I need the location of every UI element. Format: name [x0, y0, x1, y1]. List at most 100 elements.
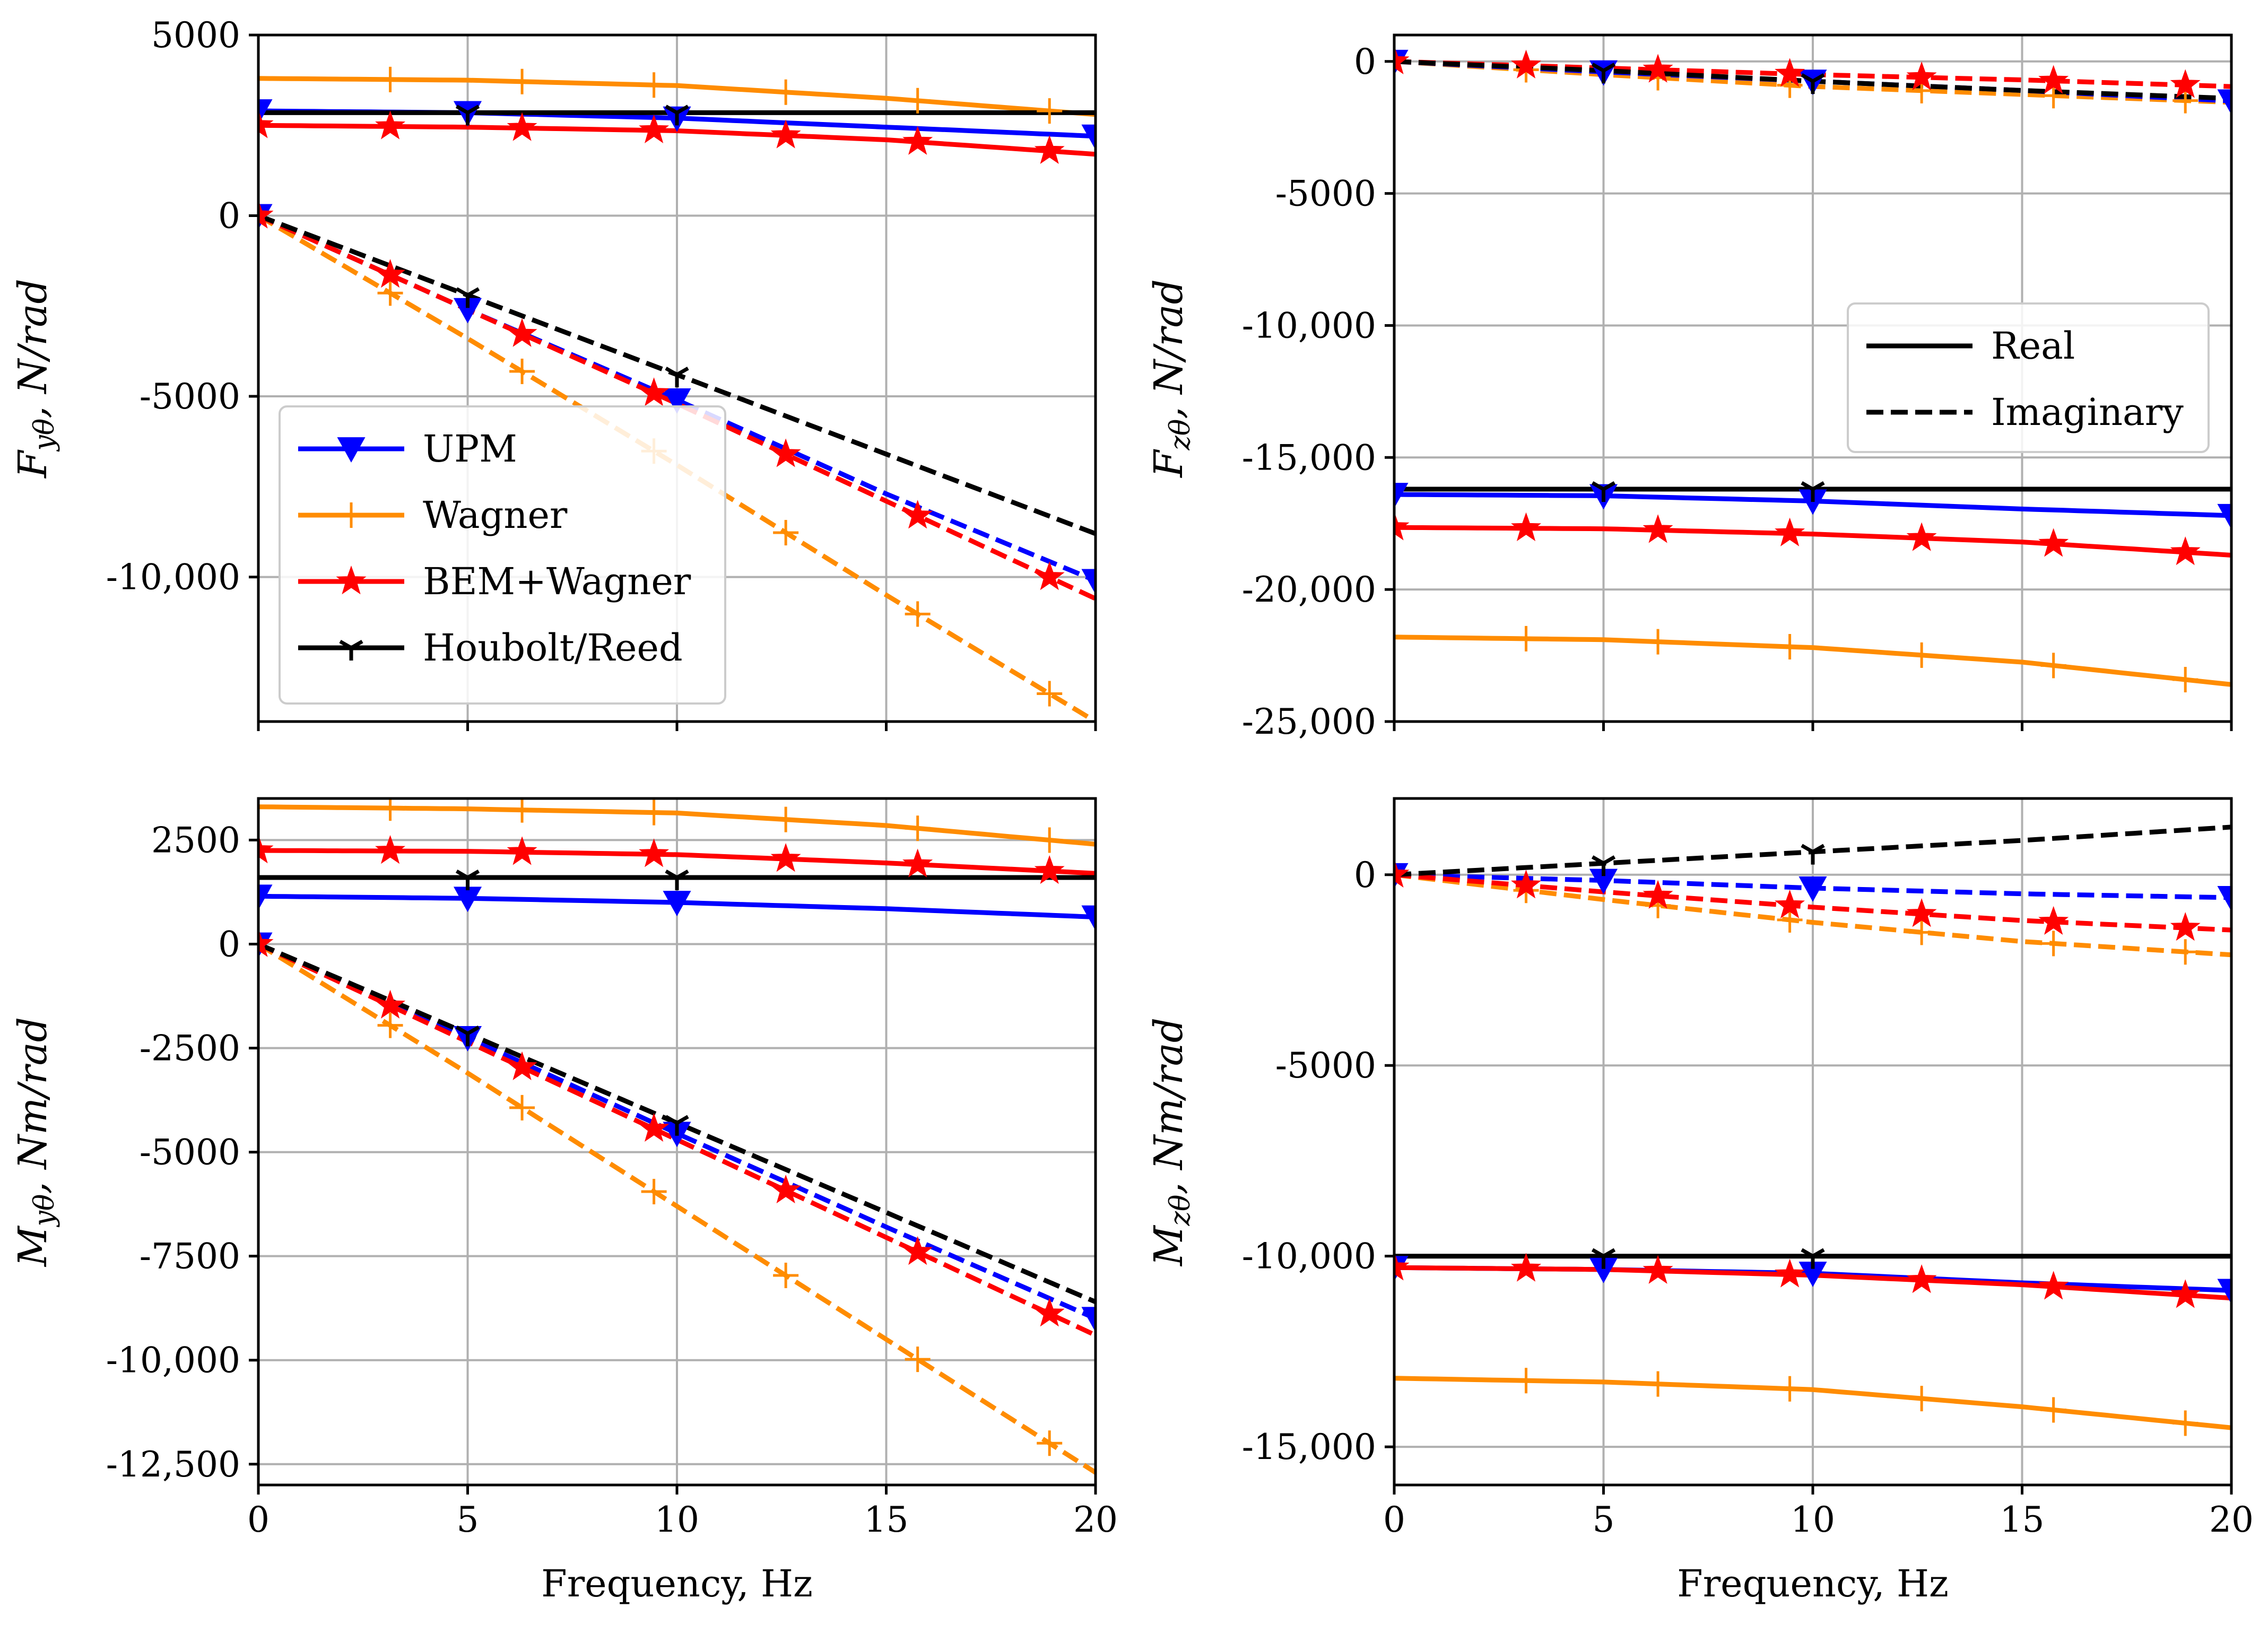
data-point-bem-wagner-imaginary [375, 259, 406, 288]
data-point-houbolt-reed-real [1801, 481, 1825, 502]
data-point-bem-wagner-real [375, 835, 406, 864]
legend-label: Wagner [423, 493, 568, 537]
data-point-bem-wagner-imaginary [1394, 45, 1410, 75]
data-point-wagner-real [2173, 1410, 2199, 1436]
data-point-houbolt-reed-real [1591, 1248, 1616, 1269]
legend-label: UPM [423, 427, 517, 471]
data-point-wagner-real [905, 815, 931, 841]
data-point-wagner-imaginary [2173, 88, 2199, 114]
chart-panel-top-right: 0 -5000 -10,000 -15,000 -20,000 -25,000 Fzθ, N… [1146, 33, 2233, 742]
legend-box [279, 405, 726, 705]
data-point-wagner-real [1513, 626, 1539, 652]
y-axis-title-unit: , N/rad [1146, 279, 1192, 419]
y-tick-label: -25,000 [1242, 701, 1376, 742]
data-point-wagner-real [773, 79, 799, 105]
data-point-bem-wagner-imaginary [1034, 1298, 1065, 1327]
data-point-upm-real [1081, 905, 1096, 931]
y-axis-title: Fyθ, N/rad [10, 279, 60, 479]
data-point-wagner-real [377, 66, 403, 92]
legend: UPM Wagner BEM+Wagner Houbolt/Reed [279, 405, 726, 705]
data-point-wagner-imaginary [377, 280, 403, 306]
legend: Real Imaginary [1847, 302, 2210, 453]
data-point-houbolt-reed-imaginary [1801, 844, 1825, 865]
data-point-wagner-real [1777, 634, 1803, 659]
data-point-houbolt-reed-real [1801, 1248, 1825, 1269]
data-point-wagner-imaginary [905, 601, 931, 627]
series-group [258, 66, 1096, 722]
data-point-bem-wagner-real [639, 114, 670, 143]
data-point-houbolt-reed-real [665, 105, 689, 126]
data-point-bem-wagner-real [770, 843, 801, 872]
data-point-upm-real [2217, 503, 2231, 529]
data-point-wagner-real [2173, 667, 2199, 693]
x-tick-label: 20 [2209, 1499, 2254, 1540]
legend-label: Imaginary [1991, 390, 2184, 434]
y-axis: 0 -5000 -10,000 -15,000 [1242, 855, 1394, 1467]
x-tick-label: 0 [247, 1499, 270, 1540]
data-point-wagner-real [905, 88, 931, 114]
data-point-bem-wagner-imaginary [1643, 54, 1673, 83]
x-tick-label: 15 [864, 1499, 909, 1540]
data-point-bem-wagner-real [2038, 528, 2069, 557]
data-point-upm-real [663, 891, 691, 916]
y-tick-label: 2500 [151, 820, 240, 861]
data-point-wagner-real [1645, 629, 1671, 655]
data-point-bem-wagner-real [258, 835, 274, 864]
chart-panel-top-left: 5000 0 -5000 -10,000 Fyθ, N/rad UPM Wagner BEM+… [10, 15, 1097, 731]
data-point-bem-wagner-imaginary [2170, 69, 2201, 98]
data-point-houbolt-reed-imaginary [665, 367, 689, 388]
series-line-wagner-imaginary [258, 942, 1096, 1475]
data-point-wagner-imaginary [773, 1263, 799, 1289]
data-point-bem-wagner-imaginary [902, 1236, 933, 1265]
y-tick-label: -7500 [140, 1236, 240, 1277]
series-line-bem-wagner-imaginary [258, 942, 1096, 1337]
chart-panel-bottom-right: 0 5 10 15 20 0 -5000 -10,000 -15,000 Frequency, H… [1146, 797, 2254, 1605]
legend-marker [337, 437, 366, 463]
data-point-wagner-imaginary [1037, 1430, 1063, 1456]
data-point-bem-wagner-real [1906, 1264, 1937, 1293]
data-point-upm-imaginary [2217, 89, 2231, 115]
data-point-upm-real [1081, 124, 1096, 150]
data-point-wagner-imaginary [1909, 919, 1935, 945]
data-point-upm-real [258, 99, 273, 125]
data-point-wagner-real [1777, 1376, 1803, 1402]
data-point-bem-wagner-imaginary [258, 199, 274, 229]
data-point-bem-wagner-real [1775, 517, 1805, 546]
data-point-bem-wagner-real [375, 110, 406, 140]
data-point-upm-imaginary [663, 388, 691, 414]
data-point-bem-wagner-real [639, 838, 670, 867]
data-point-wagner-real [2040, 653, 2066, 679]
legend-marker [336, 566, 367, 595]
legend-marker [339, 639, 363, 661]
data-point-bem-wagner-real [507, 836, 537, 865]
data-point-wagner-real [641, 800, 667, 826]
legend-label: Houbolt/Reed [423, 626, 683, 670]
series-line-bem-wagner-imaginary [258, 213, 1096, 601]
y-tick-label: -10,000 [106, 557, 240, 598]
data-point-wagner-real [1909, 642, 1935, 668]
data-point-bem-wagner-imaginary [2038, 906, 2069, 935]
y-axis-title: Mzθ, Nm/rad [1146, 1018, 1196, 1267]
y-axis-title: Myθ, Nm/rad [10, 1017, 60, 1267]
y-axis-title-unit: , N/rad [10, 279, 56, 419]
data-point-houbolt-reed-imaginary [1591, 63, 1616, 84]
data-point-bem-wagner-real [2038, 1271, 2069, 1300]
y-axis-title-subscript: zθ [1165, 1195, 1196, 1227]
y-tick-label: -5000 [140, 1132, 240, 1173]
data-point-bem-wagner-imaginary [1775, 58, 1805, 87]
data-point-bem-wagner-real [1643, 514, 1673, 543]
data-point-wagner-imaginary [509, 1095, 535, 1120]
data-point-houbolt-reed-real [1591, 481, 1616, 502]
data-point-houbolt-reed-imaginary [665, 1115, 689, 1136]
data-point-bem-wagner-real [258, 109, 274, 138]
y-tick-label: -2500 [140, 1028, 240, 1069]
data-point-upm-imaginary [1081, 1307, 1096, 1333]
y-tick-label: 0 [1354, 41, 1376, 82]
y-axis-title-unit: , Nm/rad [10, 1017, 56, 1194]
y-tick-label: -12,500 [106, 1444, 240, 1485]
data-point-wagner-imaginary [2173, 939, 2199, 965]
series-group [1394, 824, 2231, 1436]
data-point-upm-imaginary [2217, 886, 2231, 911]
data-point-bem-wagner-real [902, 126, 933, 155]
data-point-bem-wagner-imaginary [639, 377, 670, 406]
